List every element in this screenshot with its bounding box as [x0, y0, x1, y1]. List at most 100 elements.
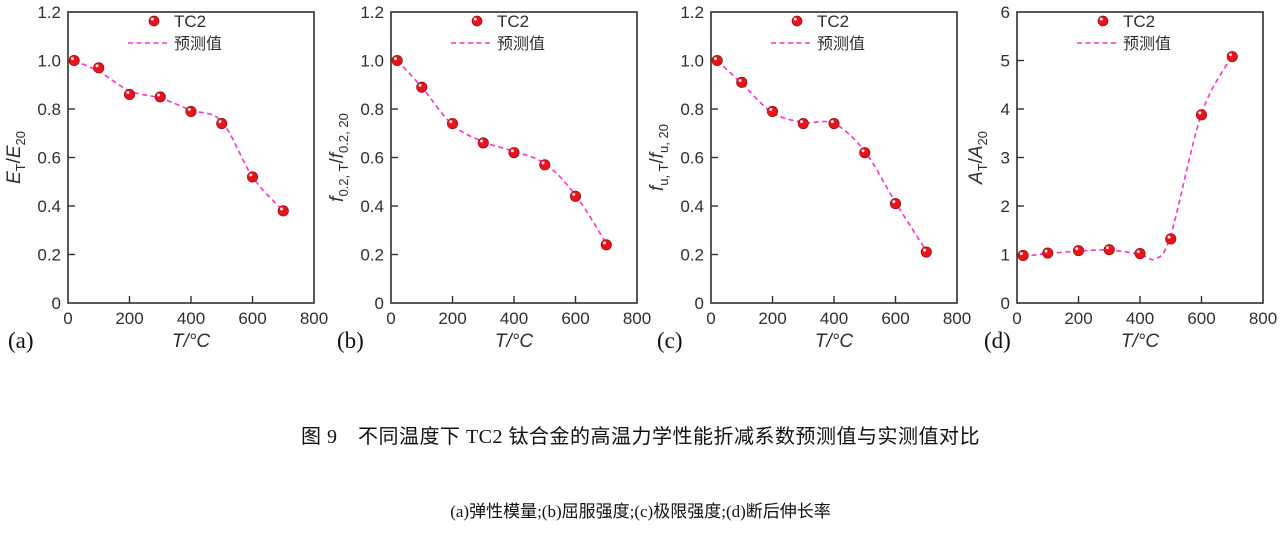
y-tick-label: 1.0	[360, 52, 384, 71]
data-point-marker	[277, 205, 289, 217]
data-point-highlight	[738, 78, 742, 82]
data-point-highlight	[473, 17, 477, 21]
prediction-line	[1023, 55, 1234, 261]
y-tick-label: 4	[1001, 100, 1010, 119]
data-point-highlight	[1044, 249, 1048, 253]
x-tick-label: 800	[300, 309, 328, 328]
x-tick-label: 800	[1249, 309, 1277, 328]
data-point-highlight	[1106, 246, 1110, 250]
caption-zh-items: (a)弹性模量;(b)屈服强度;(c)极限强度;(d)断后伸长率	[450, 502, 831, 521]
chart-panel-d: 0 200 400 600 800 0 1 2 3 4 5 6 TC2 预测值 T/°C AT/A20 (d)	[966, 0, 1281, 360]
data-point-highlight	[510, 149, 514, 153]
x-tick-label: 200	[758, 309, 786, 328]
data-point-highlight	[393, 57, 397, 61]
data-point-marker	[569, 190, 582, 202]
legend-series-label: TC2	[1123, 12, 1155, 31]
data-point-marker	[446, 118, 459, 130]
x-tick-label: 400	[177, 309, 205, 328]
data-point-marker	[539, 159, 551, 171]
x-tick-label: 400	[820, 309, 848, 328]
y-tick-label: 0	[375, 294, 384, 313]
data-point-marker	[791, 15, 803, 27]
y-tick-label: 0.4	[37, 197, 61, 216]
x-axis-title: T/°C	[495, 331, 533, 352]
data-point-marker	[477, 137, 489, 149]
data-point-highlight	[1198, 111, 1202, 115]
data-point-marker	[1017, 249, 1029, 262]
y-axis-title: ET/E20	[4, 131, 28, 184]
y-tick-label: 1.2	[360, 3, 384, 22]
data-point-highlight	[418, 83, 422, 87]
data-point-highlight	[480, 139, 484, 143]
x-tick-label: 400	[500, 309, 528, 328]
data-point-highlight	[892, 200, 896, 204]
x-tick-label: 200	[115, 309, 143, 328]
x-axis-title: T/°C	[1121, 331, 1159, 352]
y-tick-label: 0.2	[680, 246, 704, 265]
x-tick-label: 200	[438, 309, 466, 328]
x-tick-label: 0	[386, 309, 395, 328]
x-tick-label: 600	[1187, 309, 1215, 328]
data-point-highlight	[1019, 252, 1023, 256]
plot-border	[67, 11, 315, 304]
data-point-marker	[797, 118, 809, 130]
panel-label: (b)	[337, 328, 364, 353]
caption-zh-title: 图 9 不同温度下 TC2 钛合金的高温力学性能折减系数预测值与实测值对比	[300, 426, 981, 448]
y-tick-label: 1.0	[37, 52, 61, 71]
legend-prediction-label: 预测值	[174, 35, 222, 53]
data-point-marker	[600, 239, 612, 251]
y-tick-label: 0	[1001, 294, 1010, 313]
y-tick-label: 3	[1001, 149, 1010, 168]
data-point-marker	[859, 147, 871, 159]
data-point-highlight	[572, 192, 576, 196]
data-point-highlight	[1099, 17, 1103, 21]
chart-svg-a: 0 200 400 600 800 0 0.2 0.4 0.6 0.8 1.0 1.2 TC2 预测值 T/…	[4, 3, 328, 353]
x-tick-label: 800	[943, 309, 971, 328]
chart-svg-b: 0 200 400 600 800 0 0.2 0.4 0.6 0.8 1.0 1.2 TC2 预测值 T/…	[327, 3, 651, 353]
data-point-marker	[123, 88, 136, 100]
y-tick-label: 5	[1001, 52, 1010, 71]
y-tick-label: 0.8	[680, 100, 704, 119]
data-point-highlight	[713, 57, 717, 61]
x-tick-label: 0	[1012, 309, 1021, 328]
prediction-line	[396, 59, 607, 245]
data-point-highlight	[1136, 250, 1140, 254]
y-tick-label: 1.2	[680, 3, 704, 22]
chart-panel-a: 0 200 400 600 800 0 0.2 0.4 0.6 0.8 1.0 1.2 TC2 预测值 T/…	[0, 0, 330, 360]
data-point-marker	[416, 81, 428, 93]
data-point-marker	[508, 147, 520, 159]
data-point-highlight	[150, 17, 154, 21]
data-point-marker	[828, 118, 840, 130]
data-point-highlight	[793, 17, 797, 21]
data-point-marker	[246, 171, 259, 183]
y-axis-title: fu, T/fu, 20	[647, 124, 671, 191]
panel-label: (a)	[8, 328, 34, 353]
figure-caption: 图 9 不同温度下 TC2 钛合金的高温力学性能折减系数预测值与实测值对比 (a…	[0, 360, 1281, 540]
y-tick-label: 0.6	[680, 149, 704, 168]
data-point-marker	[1103, 244, 1115, 256]
data-point-highlight	[187, 108, 191, 112]
y-tick-label: 0.2	[37, 246, 61, 265]
y-tick-label: 0.4	[680, 197, 704, 216]
data-point-highlight	[1229, 53, 1233, 57]
y-tick-label: 0.4	[360, 197, 384, 216]
data-point-highlight	[923, 248, 927, 252]
data-point-marker	[1072, 245, 1085, 257]
data-point-marker	[154, 91, 166, 103]
data-point-highlight	[800, 120, 804, 124]
chart-svg-c: 0 200 400 600 800 0 0.2 0.4 0.6 0.8 1.0 1.2 TC2 预测值 T/…	[647, 3, 971, 353]
legend-series-label: TC2	[497, 12, 529, 31]
data-point-highlight	[280, 207, 284, 211]
data-point-marker	[391, 54, 403, 67]
data-point-marker	[471, 15, 483, 27]
legend-series-label: TC2	[817, 12, 849, 31]
data-point-marker	[216, 118, 228, 130]
panel-label: (c)	[657, 328, 683, 353]
data-point-marker	[1165, 233, 1177, 245]
y-axis-title: f0.2, T/f0.2, 20	[327, 113, 351, 202]
x-axis-title: T/°C	[172, 331, 210, 352]
data-point-highlight	[830, 120, 834, 124]
x-tick-label: 600	[238, 309, 266, 328]
x-tick-label: 400	[1126, 309, 1154, 328]
